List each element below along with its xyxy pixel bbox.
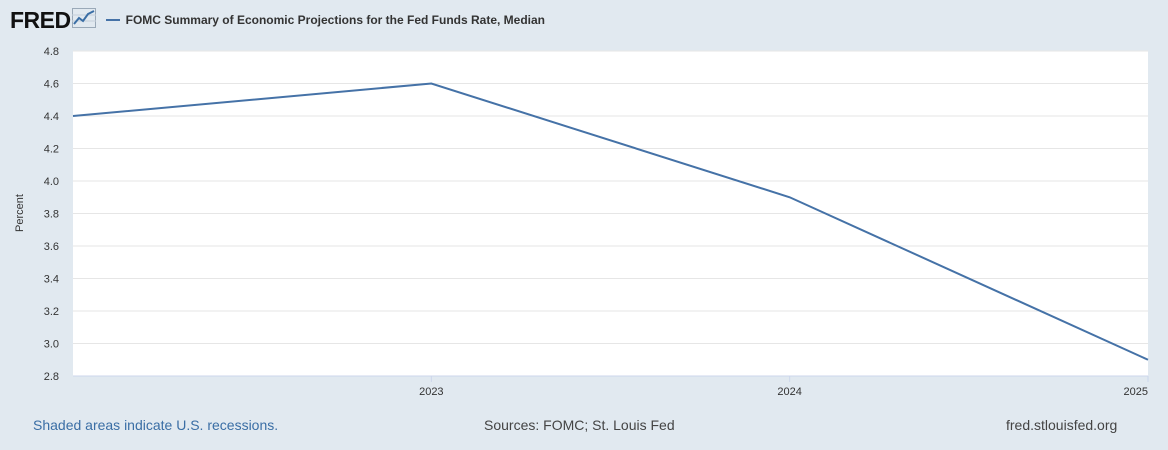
legend-series-label[interactable]: FOMC Summary of Economic Projections for… <box>125 13 546 27</box>
y-tick-label: 4.8 <box>44 46 59 58</box>
legend-series-swatch <box>105 19 120 21</box>
series-group <box>72 82 1149 361</box>
fred-logo[interactable]: FRED <box>10 6 71 33</box>
x-tick-label: 2024 <box>777 386 801 398</box>
y-tick-label: 4.6 <box>44 79 59 91</box>
y-tick-label: 4.0 <box>44 176 59 188</box>
y-tick-label: 3.0 <box>44 339 59 351</box>
y-tick-label: 3.4 <box>44 274 59 286</box>
sources-text: Sources: FOMC; St. Louis Fed <box>484 417 675 433</box>
recession-note-link[interactable]: Shaded areas indicate U.S. recessions. <box>33 417 279 433</box>
y-tick-label: 4.2 <box>44 144 59 156</box>
x-tick-label: 2023 <box>419 386 443 398</box>
x-tick-label: 2025 <box>1124 386 1148 398</box>
y-tick-label: 4.4 <box>44 111 59 123</box>
y-tick-label: 3.6 <box>44 241 59 253</box>
x-tick-labels: 2023 2024 2025 <box>419 376 1149 398</box>
line-chart: 2.83.03.23.43.63.84.04.24.44.64.8 2023 20… <box>14 46 1149 398</box>
gridlines <box>73 50 1148 377</box>
y-tick-labels: 2.8 3.0 3.2 3.4 3.6 3.8 4.0 4.2 4.4 4.6 4.8 <box>44 46 59 383</box>
y-tick-label: 2.8 <box>44 371 59 383</box>
y-tick-label: 3.2 <box>44 306 59 318</box>
site-link[interactable]: fred.stlouisfed.org <box>1006 417 1118 433</box>
fred-chart-logo-icon <box>71 7 96 33</box>
chart-header: FRED FOMC Summary of Economic Projection… <box>10 6 545 34</box>
y-tick-label: 3.8 <box>44 209 59 221</box>
series-line[interactable] <box>72 82 1149 361</box>
y-axis-label: Percent <box>14 194 26 232</box>
